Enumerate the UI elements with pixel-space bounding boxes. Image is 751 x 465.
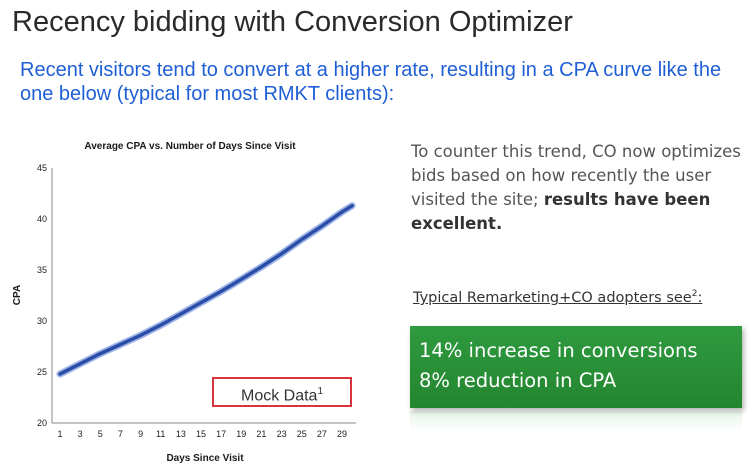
- series-line-shadow: [56, 202, 356, 378]
- cpa-chart-svg: Average CPA vs. Number of Days Since Vis…: [12, 141, 356, 464]
- result-cpa: 8% reduction in CPA: [419, 369, 617, 392]
- x-tick-label: 29: [337, 429, 347, 439]
- x-tick-label: 1: [57, 429, 62, 439]
- adopters-footnote: 2: [691, 289, 698, 299]
- y-tick-label: 40: [37, 214, 47, 224]
- mock-data-footnote: 1: [317, 386, 324, 397]
- chart-title: Average CPA vs. Number of Days Since Vis…: [84, 141, 296, 152]
- results-reflection: [410, 411, 742, 431]
- x-tick-label: 21: [256, 429, 266, 439]
- cpa-chart: Average CPA vs. Number of Days Since Vis…: [0, 132, 380, 465]
- y-ticks: 20 25 30 35 40 45: [37, 163, 47, 428]
- counter-text: To counter this trend, CO now optimizes …: [411, 140, 741, 236]
- counter-text-body: To counter this trend, CO now optimizes …: [411, 142, 741, 209]
- counter-text-bold: results have been excellent.: [411, 190, 711, 233]
- x-axis-label: Days Since Visit: [166, 453, 244, 464]
- x-tick-label: 27: [317, 429, 327, 439]
- adopters-label: Typical Remarketing+CO adopters see2:: [413, 289, 702, 306]
- x-tick-label: 5: [98, 429, 103, 439]
- x-tick-label: 25: [297, 429, 307, 439]
- x-ticks: 1 3 5 7 9 11 13 15 17 19 21 23 25 27 29: [57, 429, 347, 439]
- y-tick-label: 30: [37, 316, 47, 326]
- x-tick-label: 13: [176, 429, 186, 439]
- series-group: [56, 202, 356, 378]
- x-tick-label: 17: [216, 429, 226, 439]
- y-tick-label: 45: [37, 163, 47, 173]
- mock-data-label: Mock Data1: [212, 377, 352, 407]
- slide-title: Recency bidding with Conversion Optimize…: [12, 6, 573, 38]
- x-tick-label: 9: [138, 429, 143, 439]
- series-line: [58, 203, 354, 376]
- results-box: 14% increase in conversions 8% reduction…: [410, 326, 742, 408]
- y-tick-label: 35: [37, 265, 47, 275]
- result-conversions: 14% increase in conversions: [419, 339, 698, 362]
- mock-data-text: Mock Data: [240, 387, 318, 405]
- x-tick-label: 11: [156, 429, 165, 439]
- x-tick-label: 15: [196, 429, 206, 439]
- y-axis-label: CPA: [12, 285, 23, 305]
- x-tick-label: 7: [118, 429, 123, 439]
- x-tick-label: 19: [236, 429, 246, 439]
- slide-subtitle: Recent visitors tend to convert at a hig…: [20, 59, 722, 105]
- x-tick-label: 3: [78, 429, 83, 439]
- y-tick-label: 25: [37, 367, 47, 377]
- x-tick-label: 23: [277, 429, 287, 439]
- adopters-suffix: :: [697, 289, 703, 306]
- y-tick-label: 20: [37, 418, 47, 428]
- adopters-text: Typical Remarketing+CO adopters see: [413, 289, 692, 306]
